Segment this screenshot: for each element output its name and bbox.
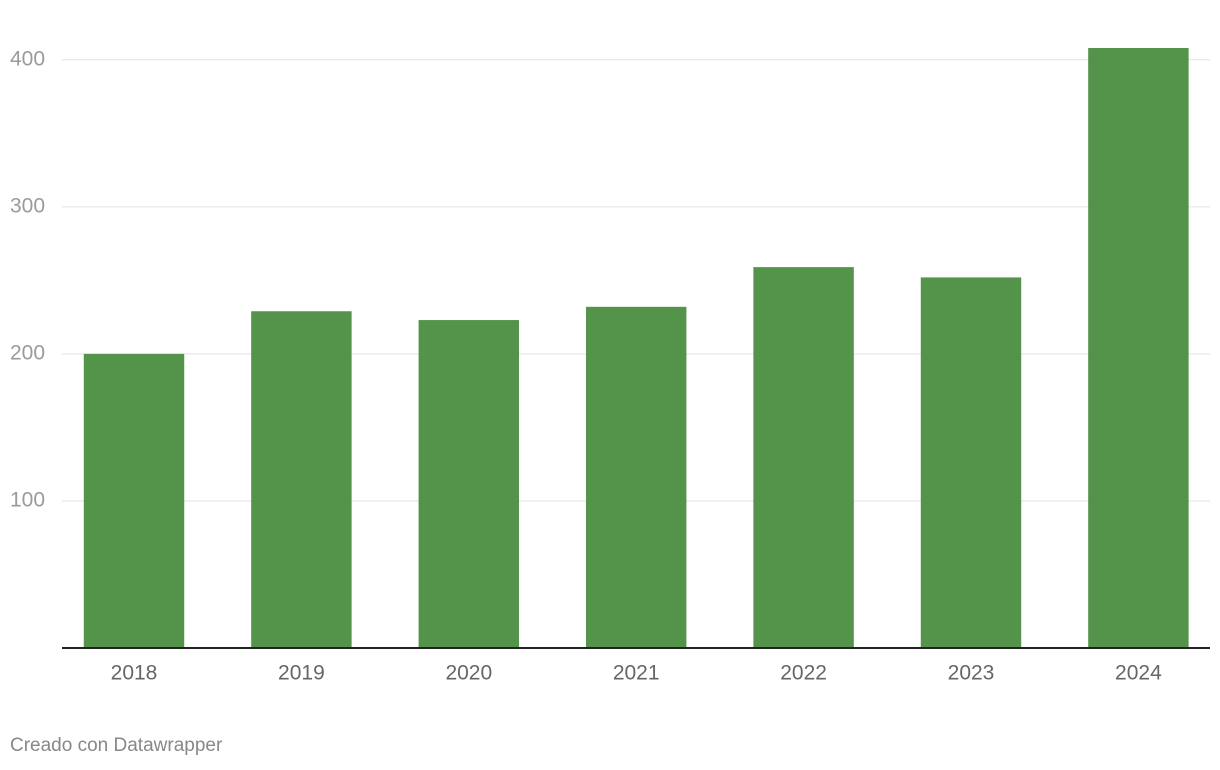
y-tick-label: 200 xyxy=(10,341,45,364)
bar xyxy=(753,267,854,648)
x-tick-label: 2019 xyxy=(278,662,325,685)
bar xyxy=(1088,48,1189,648)
x-tick-label: 2020 xyxy=(445,662,492,685)
bar xyxy=(418,320,520,648)
x-tick-label: 2018 xyxy=(111,662,158,685)
bar xyxy=(920,277,1022,648)
bar xyxy=(251,311,352,648)
bar xyxy=(83,353,185,648)
bar xyxy=(585,306,687,648)
x-tick-label: 2023 xyxy=(948,662,995,685)
y-tick-label: 400 xyxy=(10,47,45,70)
x-tick-label: 2024 xyxy=(1115,662,1162,685)
x-tick-label: 2022 xyxy=(780,662,827,685)
footer: Creado con Datawrapper xyxy=(10,735,223,756)
x-tick-label: 2021 xyxy=(613,662,660,685)
y-tick-label: 100 xyxy=(10,488,45,511)
y-tick-label: 300 xyxy=(10,194,45,217)
